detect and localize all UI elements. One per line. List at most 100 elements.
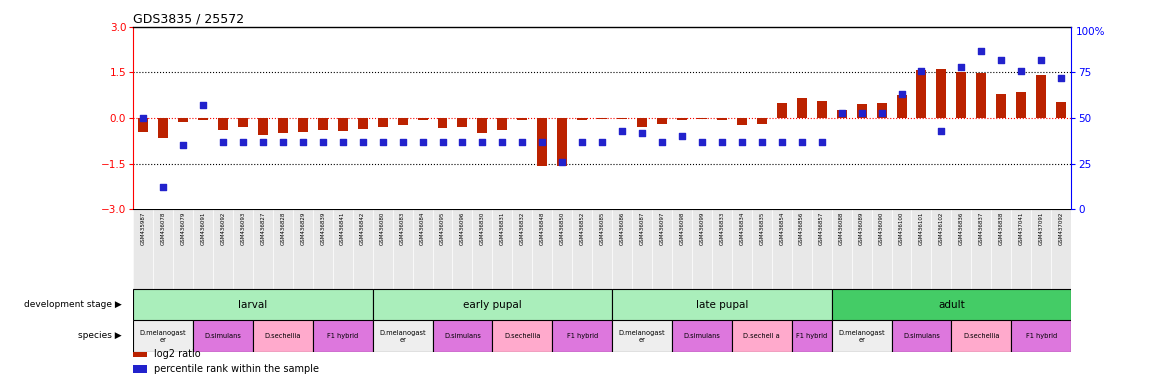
Bar [438,118,447,128]
Text: GSM436835: GSM436835 [760,212,764,245]
Bar [298,118,308,132]
Text: late pupal: late pupal [696,300,748,310]
Point [992,56,1011,63]
Point [932,128,951,134]
Point [334,139,352,145]
Text: GSM436093: GSM436093 [241,212,245,245]
Text: GSM436089: GSM436089 [859,212,864,245]
Text: F1 hybrid: F1 hybrid [327,333,358,339]
Bar [672,320,732,352]
Bar [697,118,706,119]
Text: GSM436090: GSM436090 [879,212,884,245]
Text: GSM436085: GSM436085 [600,212,604,245]
Point [1032,56,1050,63]
Text: GSM436832: GSM436832 [520,212,525,245]
Bar [937,69,946,118]
Point [373,139,391,145]
Bar [577,118,587,121]
Bar [433,320,492,352]
Text: GSM436097: GSM436097 [660,212,665,245]
Text: D.melanogast
er: D.melanogast er [380,329,426,343]
Bar [1056,102,1067,118]
Bar [757,118,767,124]
Point [852,109,871,116]
Point [813,139,831,145]
Text: GSM436834: GSM436834 [739,212,745,245]
Text: percentile rank within the sample: percentile rank within the sample [154,364,318,374]
Text: GDS3835 / 25572: GDS3835 / 25572 [133,13,244,26]
Text: D.simulans: D.simulans [444,333,481,339]
Text: GSM436087: GSM436087 [639,212,645,245]
Bar [736,118,747,125]
Text: GSM436083: GSM436083 [401,212,405,245]
Text: F1 hybrid: F1 hybrid [566,333,598,339]
Point [712,139,731,145]
Bar [816,101,827,118]
Text: GSM436098: GSM436098 [680,212,684,245]
Point [154,184,173,190]
Text: GSM436850: GSM436850 [559,212,565,245]
Bar [178,118,188,122]
Point [353,139,372,145]
Point [692,139,711,145]
Bar [313,320,373,352]
Text: D.simulans: D.simulans [205,333,241,339]
Point [673,133,691,139]
Point [413,139,432,145]
Text: GSM436828: GSM436828 [280,212,285,245]
Bar [896,95,907,118]
Point [653,139,672,145]
Point [573,139,592,145]
Text: GSM436829: GSM436829 [300,212,306,245]
Bar [792,320,831,352]
Bar [996,94,1006,118]
Text: GSM436088: GSM436088 [840,212,844,245]
Point [174,142,192,149]
Point [314,139,332,145]
Point [513,139,532,145]
Bar [717,118,727,121]
Text: GSM436101: GSM436101 [919,212,924,245]
Text: GSM436852: GSM436852 [580,212,585,245]
Bar [133,349,147,358]
Point [792,139,811,145]
Bar [952,320,1011,352]
Bar [916,70,926,118]
Point [972,48,990,54]
Bar [732,320,792,352]
Text: GSM436100: GSM436100 [899,212,904,245]
Text: D.sechellia: D.sechellia [264,333,301,339]
Text: early pupal: early pupal [463,300,522,310]
Text: GSM436084: GSM436084 [420,212,425,245]
Bar [492,320,552,352]
Text: adult: adult [938,300,965,310]
Bar [358,118,367,129]
Bar [1036,75,1046,118]
Text: GSM436091: GSM436091 [200,212,205,245]
Bar [797,98,807,118]
Point [952,64,970,70]
Bar [1017,92,1026,118]
Bar [338,118,347,131]
Text: GSM436837: GSM436837 [979,212,984,245]
Bar [1011,320,1071,352]
Text: GSM436827: GSM436827 [261,212,265,245]
Text: D.sechell a: D.sechell a [743,333,780,339]
Text: GSM436095: GSM436095 [440,212,445,245]
Text: F1 hybrid: F1 hybrid [796,333,827,339]
Text: GSM436830: GSM436830 [479,212,485,245]
Bar [278,118,288,132]
Bar [957,72,967,118]
Text: GSM436856: GSM436856 [799,212,804,245]
Bar [557,118,567,166]
Text: D.simulans: D.simulans [903,333,940,339]
Bar [477,118,488,133]
Point [134,115,153,121]
Bar [613,320,672,352]
Point [753,139,771,145]
Point [613,128,631,134]
Text: GSM436836: GSM436836 [959,212,963,245]
Point [872,109,891,116]
Text: GSM436857: GSM436857 [819,212,824,245]
Text: D.melanogast
er: D.melanogast er [140,329,186,343]
